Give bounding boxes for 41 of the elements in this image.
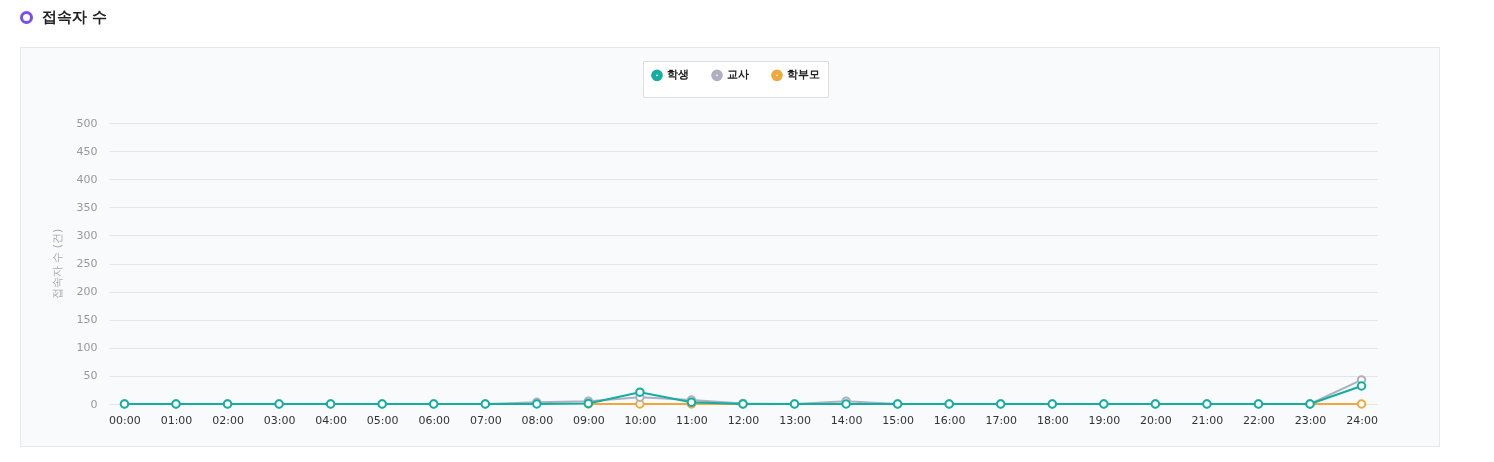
y-axis-title: 접속자 수 (건) (50, 228, 64, 300)
x-tick-label: 10:00 (624, 413, 657, 427)
y-tick-label: 450 (76, 144, 98, 158)
y-tick-label: 0 (90, 397, 98, 411)
x-tick-label: 15:00 (882, 413, 914, 427)
x-tick-label: 04:00 (315, 413, 347, 427)
legend-label: 학부모 (787, 68, 820, 82)
x-tick-label: 20:00 (1140, 413, 1172, 427)
chart-title: 접속자 수 (42, 8, 108, 27)
x-tick-label: 09:00 (573, 413, 605, 427)
y-tick-label: 250 (76, 257, 98, 270)
y-tick-label: 400 (76, 172, 98, 186)
y-tick-label: 500 (76, 116, 98, 130)
x-tick-label: 00:00 (109, 413, 141, 427)
x-tick-label: 03:00 (263, 413, 296, 427)
x-tick-label: 06:00 (418, 413, 451, 427)
x-tick-label: 02:00 (212, 413, 244, 427)
y-tick-label: 350 (76, 200, 98, 214)
x-tick-label: 17:00 (985, 413, 1018, 427)
legend-label: 학생 (667, 68, 689, 82)
x-tick-label: 24:00 (1346, 413, 1378, 427)
y-tick-label: 150 (76, 313, 98, 327)
x-tick-label: 08:00 (521, 413, 554, 427)
x-tick-label: 07:00 (469, 413, 502, 427)
y-tick-label: 200 (76, 285, 98, 299)
x-tick-label: 19:00 (1088, 413, 1121, 427)
x-tick-label: 14:00 (830, 413, 863, 427)
x-tick-label: 11:00 (676, 413, 708, 427)
x-tick-label: 16:00 (933, 413, 966, 427)
x-tick-label: 13:00 (779, 413, 811, 427)
x-tick-label: 22:00 (1243, 413, 1275, 427)
x-tick-label: 23:00 (1294, 413, 1327, 427)
x-tick-label: 05:00 (366, 413, 399, 427)
y-tick-label: 100 (76, 341, 98, 355)
x-tick-label: 18:00 (1036, 413, 1069, 427)
y-tick-label: 300 (76, 228, 98, 242)
x-tick-label: 12:00 (727, 413, 760, 427)
x-tick-label: 01:00 (160, 413, 193, 427)
y-tick-label: 50 (83, 369, 98, 383)
x-tick-label: 21:00 (1191, 413, 1224, 427)
legend-label: 교사 (727, 68, 749, 82)
